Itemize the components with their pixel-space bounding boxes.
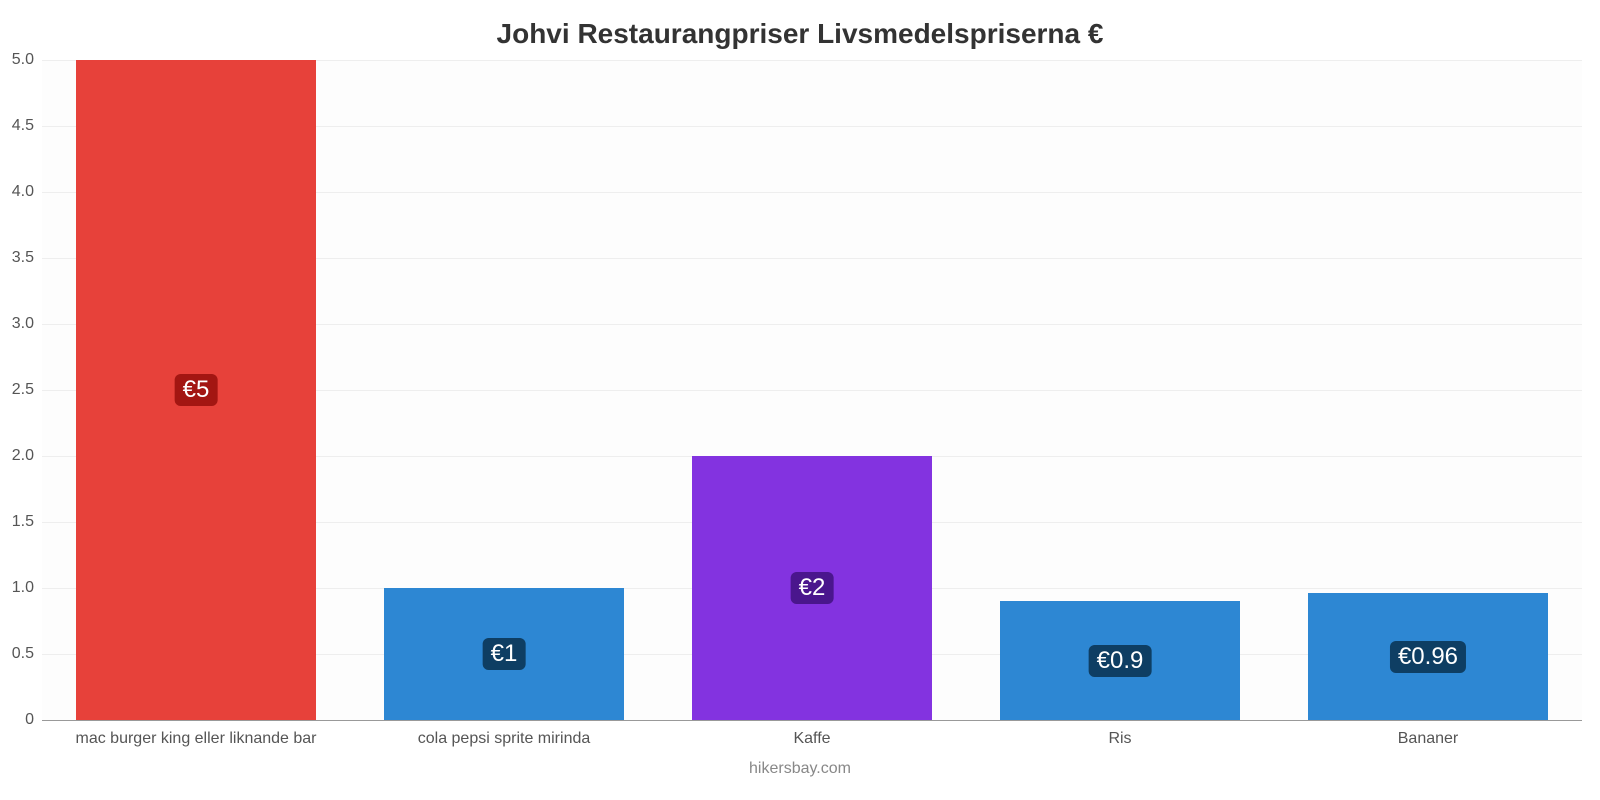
y-tick-label: 1.0 — [12, 579, 42, 597]
bar: €0.9 — [1000, 601, 1240, 720]
bar: €2 — [692, 456, 932, 720]
bar-value-label: €1 — [483, 638, 526, 670]
y-tick-label: 0.5 — [12, 645, 42, 663]
plot-area: 00.51.01.52.02.53.03.54.04.55.0€5mac bur… — [42, 60, 1582, 721]
y-tick-label: 5.0 — [12, 51, 42, 69]
chart-footer: hikersbay.com — [0, 760, 1600, 778]
x-tick-label: Kaffe — [793, 720, 830, 748]
bar-value-label: €5 — [175, 374, 218, 406]
y-tick-label: 4.5 — [12, 117, 42, 135]
y-tick-label: 2.0 — [12, 447, 42, 465]
bar-value-label: €0.96 — [1390, 641, 1466, 673]
x-tick-label: Bananer — [1398, 720, 1459, 748]
bar: €1 — [384, 588, 624, 720]
y-tick-label: 3.0 — [12, 315, 42, 333]
y-tick-label: 4.0 — [12, 183, 42, 201]
x-tick-label: Ris — [1108, 720, 1131, 748]
y-tick-label: 1.5 — [12, 513, 42, 531]
x-tick-label: mac burger king eller liknande bar — [75, 720, 316, 748]
y-tick-label: 0 — [25, 711, 42, 729]
y-tick-label: 3.5 — [12, 249, 42, 267]
bar: €0.96 — [1308, 593, 1548, 720]
chart-container: Johvi Restaurangpriser Livsmedelsprisern… — [0, 0, 1600, 800]
x-tick-label: cola pepsi sprite mirinda — [418, 720, 591, 748]
y-tick-label: 2.5 — [12, 381, 42, 399]
bar-value-label: €0.9 — [1089, 645, 1152, 677]
bar: €5 — [76, 60, 316, 720]
chart-title: Johvi Restaurangpriser Livsmedelsprisern… — [0, 18, 1600, 50]
bar-value-label: €2 — [791, 572, 834, 604]
